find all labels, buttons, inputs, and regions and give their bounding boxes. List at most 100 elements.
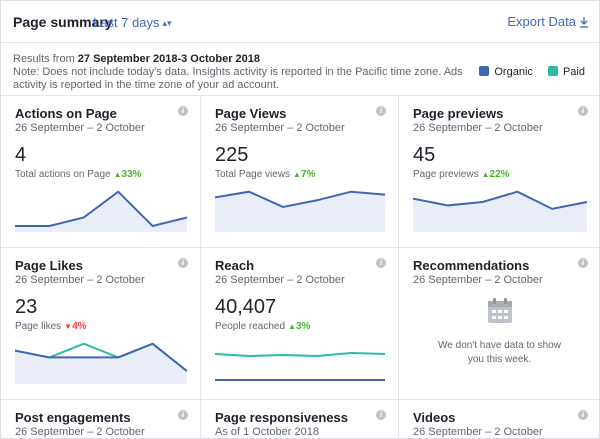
triangle-up-icon: ▲ [113, 170, 122, 179]
metric-card-actions-on-page[interactable]: Actions on Page 26 September – 2 October i… [1, 96, 201, 248]
metric-card-post-engagements[interactable]: Post engagements 26 September – 2 October… [1, 400, 201, 438]
info-icon[interactable]: i [376, 410, 386, 420]
page-title: Page summary [13, 14, 113, 30]
summary-header: Page summary Last 7 days ▴▾ Export Data [1, 1, 599, 43]
card-date: 26 September – 2 October [15, 274, 145, 286]
export-data-label: Export Data [507, 14, 576, 29]
card-title: Reach [215, 258, 255, 273]
card-value: 225 [215, 144, 249, 166]
card-date: 26 September – 2 October [413, 274, 543, 286]
change-percent: 7% [300, 169, 316, 180]
card-subtitle-label: Page previews [413, 169, 479, 180]
legend-organic: Organic [479, 66, 533, 78]
info-icon[interactable]: i [178, 258, 188, 268]
card-subtitle-label: Page likes [15, 321, 62, 332]
card-title: Page Views [215, 106, 287, 121]
card-subtitle: Total actions on Page ▲33% [15, 169, 142, 180]
paid-swatch [547, 66, 558, 76]
date-range-label: Last 7 days [93, 15, 160, 30]
change-percent: 22% [489, 169, 510, 180]
paid-line [215, 351, 385, 358]
change-up-badge: ▲33% [114, 169, 142, 180]
change-up-badge: ▲7% [293, 169, 315, 180]
organic-line [15, 342, 187, 372]
legend-paid: Paid [547, 66, 585, 78]
card-value: 45 [413, 144, 436, 166]
triangle-up-icon: ▲ [293, 170, 301, 179]
change-up-badge: ▲3% [288, 321, 310, 332]
metric-card-page-previews[interactable]: Page previews 26 September – 2 October i 45… [399, 96, 599, 248]
organic-line [413, 190, 587, 210]
change-down-badge: ▼4% [64, 321, 86, 332]
card-subtitle-label: Total Page views [215, 169, 291, 180]
card-title: Post engagements [15, 410, 131, 425]
card-title: Actions on Page [15, 106, 117, 121]
card-subtitle-label: People reached [215, 321, 286, 332]
sparkline-chart [15, 342, 187, 384]
sparkline-chart [215, 351, 385, 381]
metric-card-videos[interactable]: Videos 26 September – 2 October i [399, 400, 599, 438]
card-title: Videos [413, 410, 456, 425]
organic-area [215, 191, 385, 232]
date-range-dropdown[interactable]: Last 7 days ▴▾ [93, 15, 172, 30]
change-percent: 33% [121, 169, 142, 180]
organic-area [413, 191, 587, 232]
info-icon[interactable]: i [376, 258, 386, 268]
organic-line [215, 190, 385, 208]
organic-area [15, 343, 187, 384]
card-subtitle: Total Page views ▲7% [215, 169, 315, 180]
change-percent: 3% [295, 321, 311, 332]
info-icon[interactable]: i [578, 106, 588, 116]
results-note: Results from 27 September 2018-3 October… [13, 53, 483, 92]
empty-state: We don't have data to show you this week… [399, 296, 599, 367]
sparkline-chart [215, 190, 385, 232]
metric-card-page-views[interactable]: Page Views 26 September – 2 October i 225 To… [201, 96, 399, 248]
card-title: Recommendations [413, 258, 530, 273]
card-title: Page responsiveness [215, 410, 348, 425]
triangle-down-icon: ▼ [64, 322, 73, 331]
change-up-badge: ▲22% [482, 169, 510, 180]
info-icon[interactable]: i [178, 106, 188, 116]
calendar-icon [487, 298, 512, 323]
card-value: 4 [15, 144, 27, 166]
card-date: 26 September – 2 October [15, 426, 145, 438]
card-date: 26 September – 2 October [413, 426, 543, 438]
organic-swatch [479, 66, 490, 76]
organic-line [15, 190, 187, 228]
info-icon[interactable]: i [578, 410, 588, 420]
card-date: 26 September – 2 October [15, 122, 145, 134]
info-icon[interactable]: i [376, 106, 386, 116]
export-data-link[interactable]: Export Data [507, 14, 589, 29]
card-date: 26 September – 2 October [215, 122, 345, 134]
legend-organic-label: Organic [494, 66, 533, 78]
change-percent: 4% [72, 321, 87, 332]
card-date: 26 September – 2 October [215, 274, 345, 286]
card-value: 40,407 [215, 296, 277, 318]
organic-area [15, 191, 187, 232]
empty-state-message: We don't have data to show you this week… [438, 340, 561, 365]
sparkline-chart [413, 190, 587, 232]
timezone-note: Note: Does not include today's data. Ins… [13, 66, 463, 91]
metrics-grid: Actions on Page 26 September – 2 October i… [1, 95, 599, 438]
info-icon[interactable]: i [578, 258, 588, 268]
metric-card-recommendations[interactable]: Recommendations 26 September – 2 October i… [399, 248, 599, 400]
metric-card-reach[interactable]: Reach 26 September – 2 October i 40,407 Peop… [201, 248, 399, 400]
triangle-up-icon: ▲ [481, 170, 490, 179]
card-date: As of 1 October 2018 [215, 426, 319, 438]
card-value: 23 [15, 296, 38, 318]
card-subtitle-label: Total actions on Page [15, 169, 111, 180]
updown-caret-icon: ▴▾ [162, 18, 172, 28]
card-title: Page previews [413, 106, 504, 121]
card-date: 26 September – 2 October [413, 122, 543, 134]
sparkline-chart [15, 190, 187, 232]
results-prefix: Results from [13, 53, 78, 65]
triangle-up-icon: ▲ [288, 322, 296, 331]
metric-card-page-likes[interactable]: Page Likes 26 September – 2 October i 23 Pag… [1, 248, 201, 400]
chart-legend: Organic Paid [467, 66, 585, 78]
results-range: 27 September 2018-3 October 2018 [77, 53, 261, 65]
card-subtitle: Page previews ▲22% [413, 169, 510, 180]
metric-card-page-responsiveness[interactable]: Page responsiveness As of 1 October 2018 i [201, 400, 399, 438]
card-subtitle: People reached ▲3% [215, 321, 310, 332]
info-icon[interactable]: i [178, 410, 188, 420]
